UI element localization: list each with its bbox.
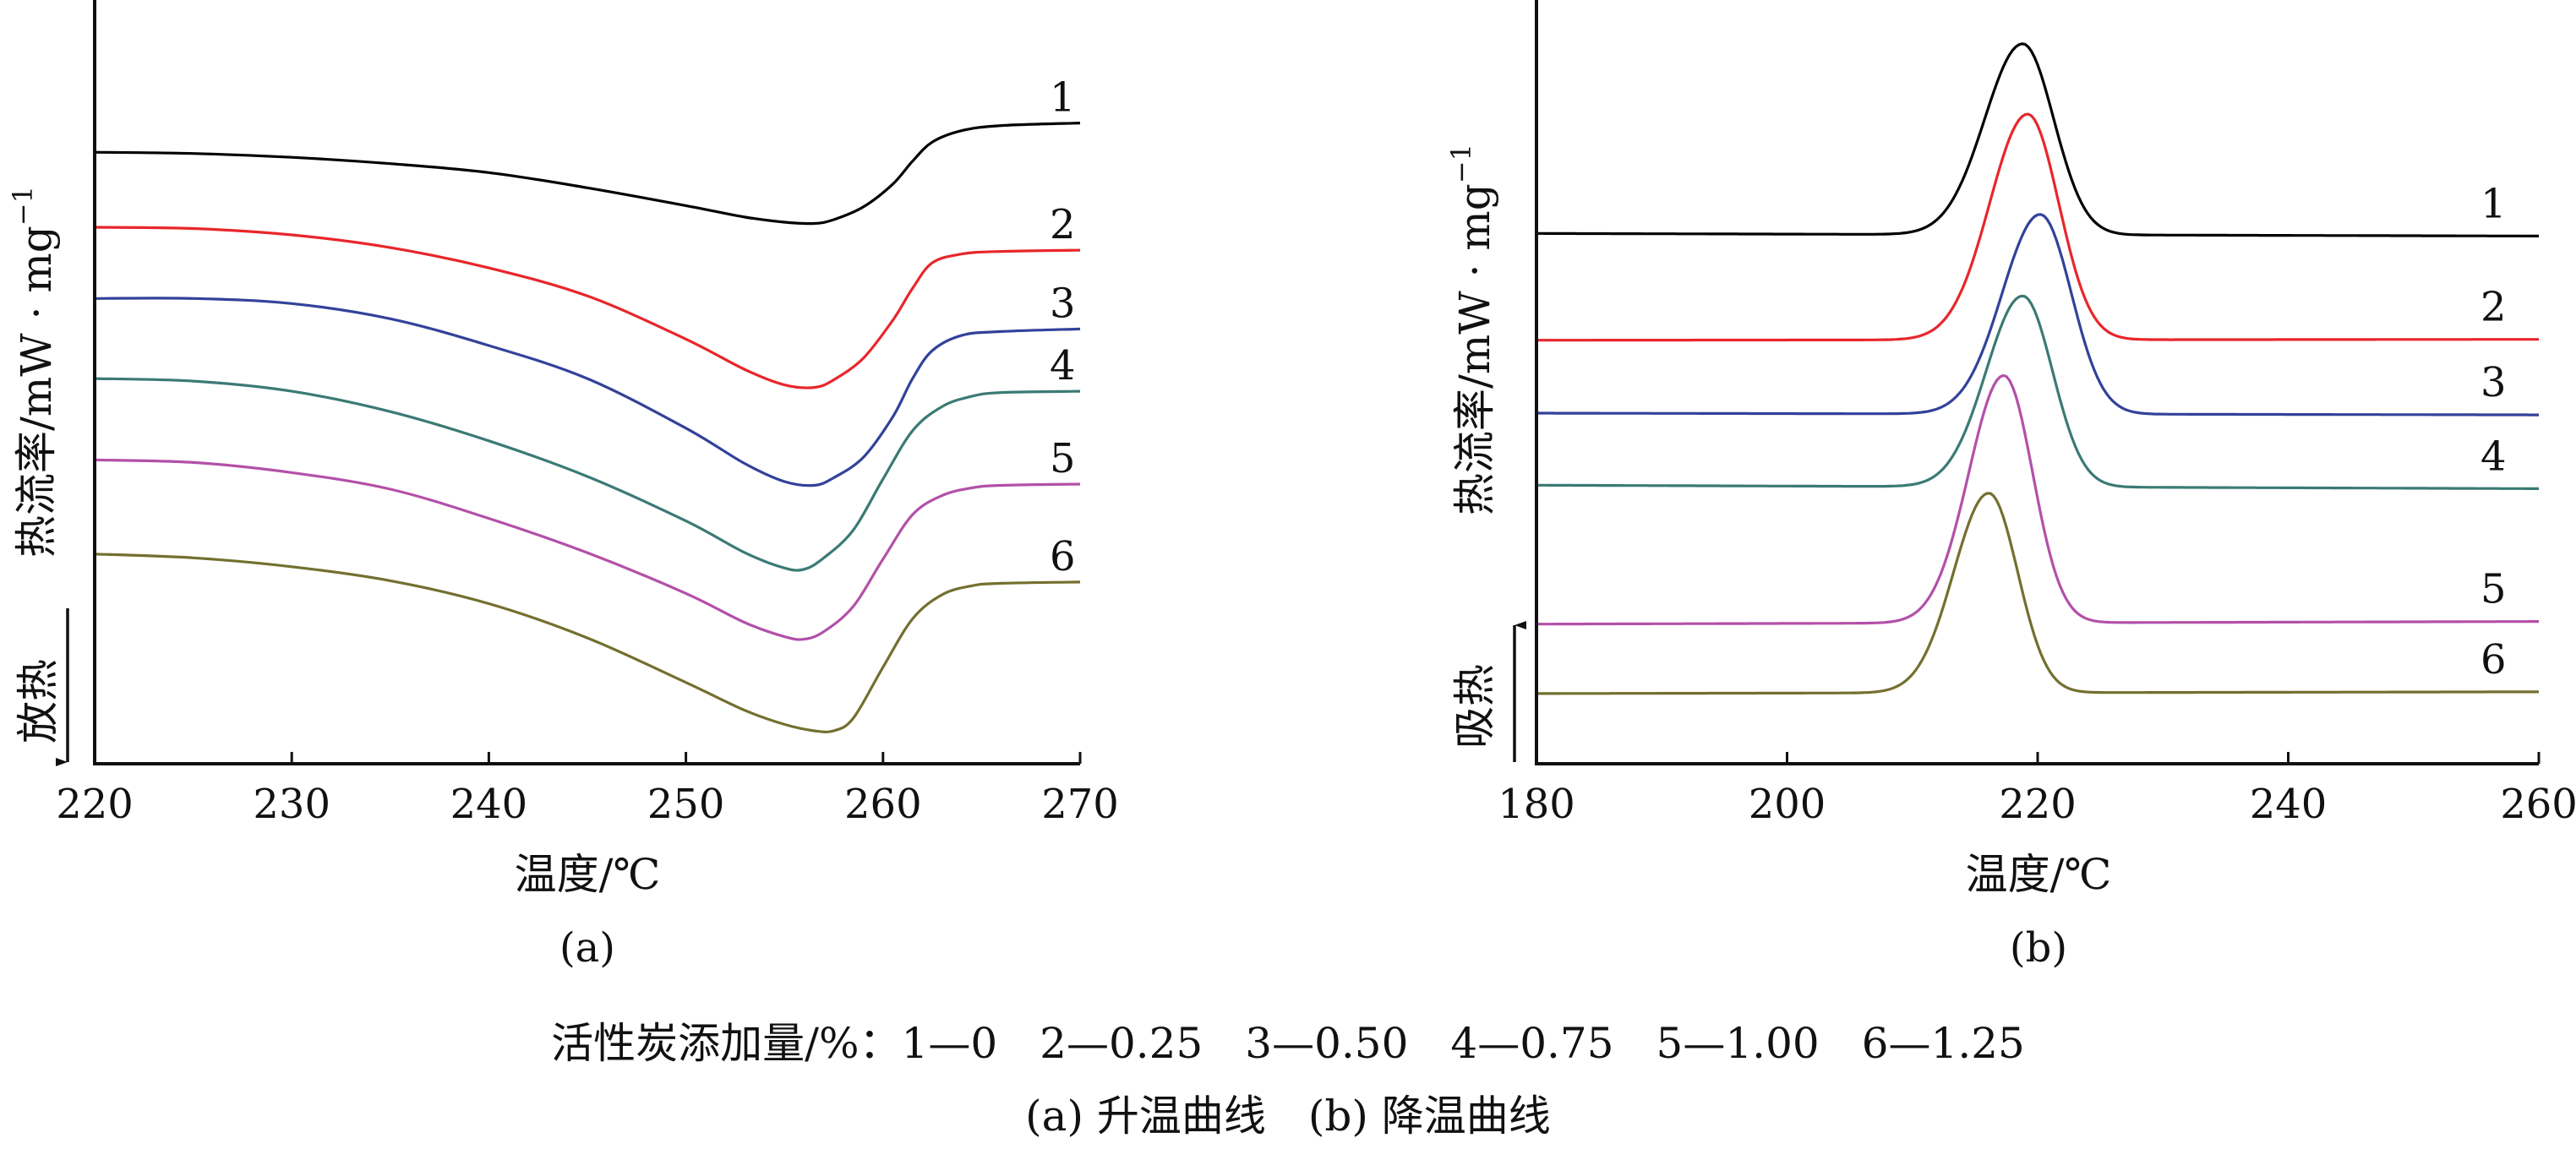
panel-b-series-4-line [1536,294,2539,490]
panel-b-x-tick-label: 200 [1749,781,1826,828]
panel-a-x-tick-label: 230 [253,781,330,828]
panel-a-x-tick-label: 260 [844,781,922,828]
panel-a-heating-chart: 220 230 240 250 260 270 1 2 3 4 5 6 温度/℃ (a) 热流率/m… [7,0,1119,972]
panel-b-series-4-label: 4 [2480,433,2507,480]
panel-b-series-5-line [1536,373,2539,626]
panel-a-series-2-line [94,226,1081,389]
panel-b-curve-labels: 1 2 3 4 5 6 [2480,180,2507,683]
panel-b-series-1-label: 1 [2480,180,2507,227]
panel-a-y-axis-label: 热流率/mW · mg−1 [7,186,61,558]
panel-a-x-ticks: 220 230 240 250 260 270 [56,752,1119,828]
panel-a-x-tick-label: 270 [1041,781,1119,828]
figure-subtitle-caption: (a) 升温曲线 (b) 降温曲线 [1025,1092,1551,1141]
panel-b-series-1-line [1536,42,2539,237]
panel-a-series-1-label: 1 [1050,74,1076,122]
panel-b-series-5-label: 5 [2480,566,2507,613]
panel-a-series-5-label: 5 [1050,435,1076,482]
panel-a-x-tick-label: 250 [647,781,725,828]
panel-a-curves [94,122,1081,734]
panel-b-x-tick-label: 240 [2250,781,2328,828]
panel-b-series-2-label: 2 [2480,284,2507,331]
panel-b-x-tick-label: 220 [1999,781,2077,828]
panel-a-series-6-label: 6 [1050,533,1076,580]
panel-a-curve-labels: 1 2 3 4 5 6 [1050,74,1076,580]
panel-b-x-ticks: 180 200 220 240 260 [1498,752,2576,828]
panel-b-series-3-line [1536,213,2539,417]
panel-a-series-4-line [94,377,1081,572]
panel-b-curves [1536,42,2540,695]
panel-a-series-6-line [94,553,1081,734]
panel-b-series-3-label: 3 [2480,359,2507,406]
panel-a-x-axis-label: 温度/℃ [515,850,661,899]
panel-a-series-3-line [94,297,1081,487]
panel-a-series-3-label: 3 [1050,280,1076,327]
panel-b-x-axis-label: 温度/℃ [1966,850,2112,899]
panel-b-label: (b) [2010,924,2067,972]
panel-b-x-tick-label: 180 [1498,781,1575,828]
panel-a-series-1-line [94,122,1081,226]
panel-a-label: (a) [559,924,615,972]
panel-a-x-tick-label: 240 [450,781,528,828]
panel-b-series-6-line [1536,492,2540,695]
panel-b-y-axis-label: 热流率/mW · mg−1 [1445,144,1499,515]
panel-a-series-5-line [94,458,1081,641]
panel-b-series-2-line [1536,112,2539,342]
panel-a-series-4-label: 4 [1050,342,1076,389]
panel-a-series-2-label: 2 [1050,201,1076,248]
panel-b-cooling-chart: 180 200 220 240 260 1 2 3 4 5 6 温度/℃ (b) 热流率/mW ·… [1445,0,2576,972]
figure-legend-caption: 活性炭添加量/%：1—0 2—0.25 3—0.50 4—0.75 5—1.00… [551,1019,2025,1068]
panel-a-x-tick-label: 220 [56,781,134,828]
panel-a-direction-label: 放热 [14,659,63,743]
panel-b-series-6-label: 6 [2480,636,2507,683]
panel-b-x-tick-label: 260 [2500,781,2576,828]
panel-b-direction-label: 吸热 [1450,664,1499,749]
